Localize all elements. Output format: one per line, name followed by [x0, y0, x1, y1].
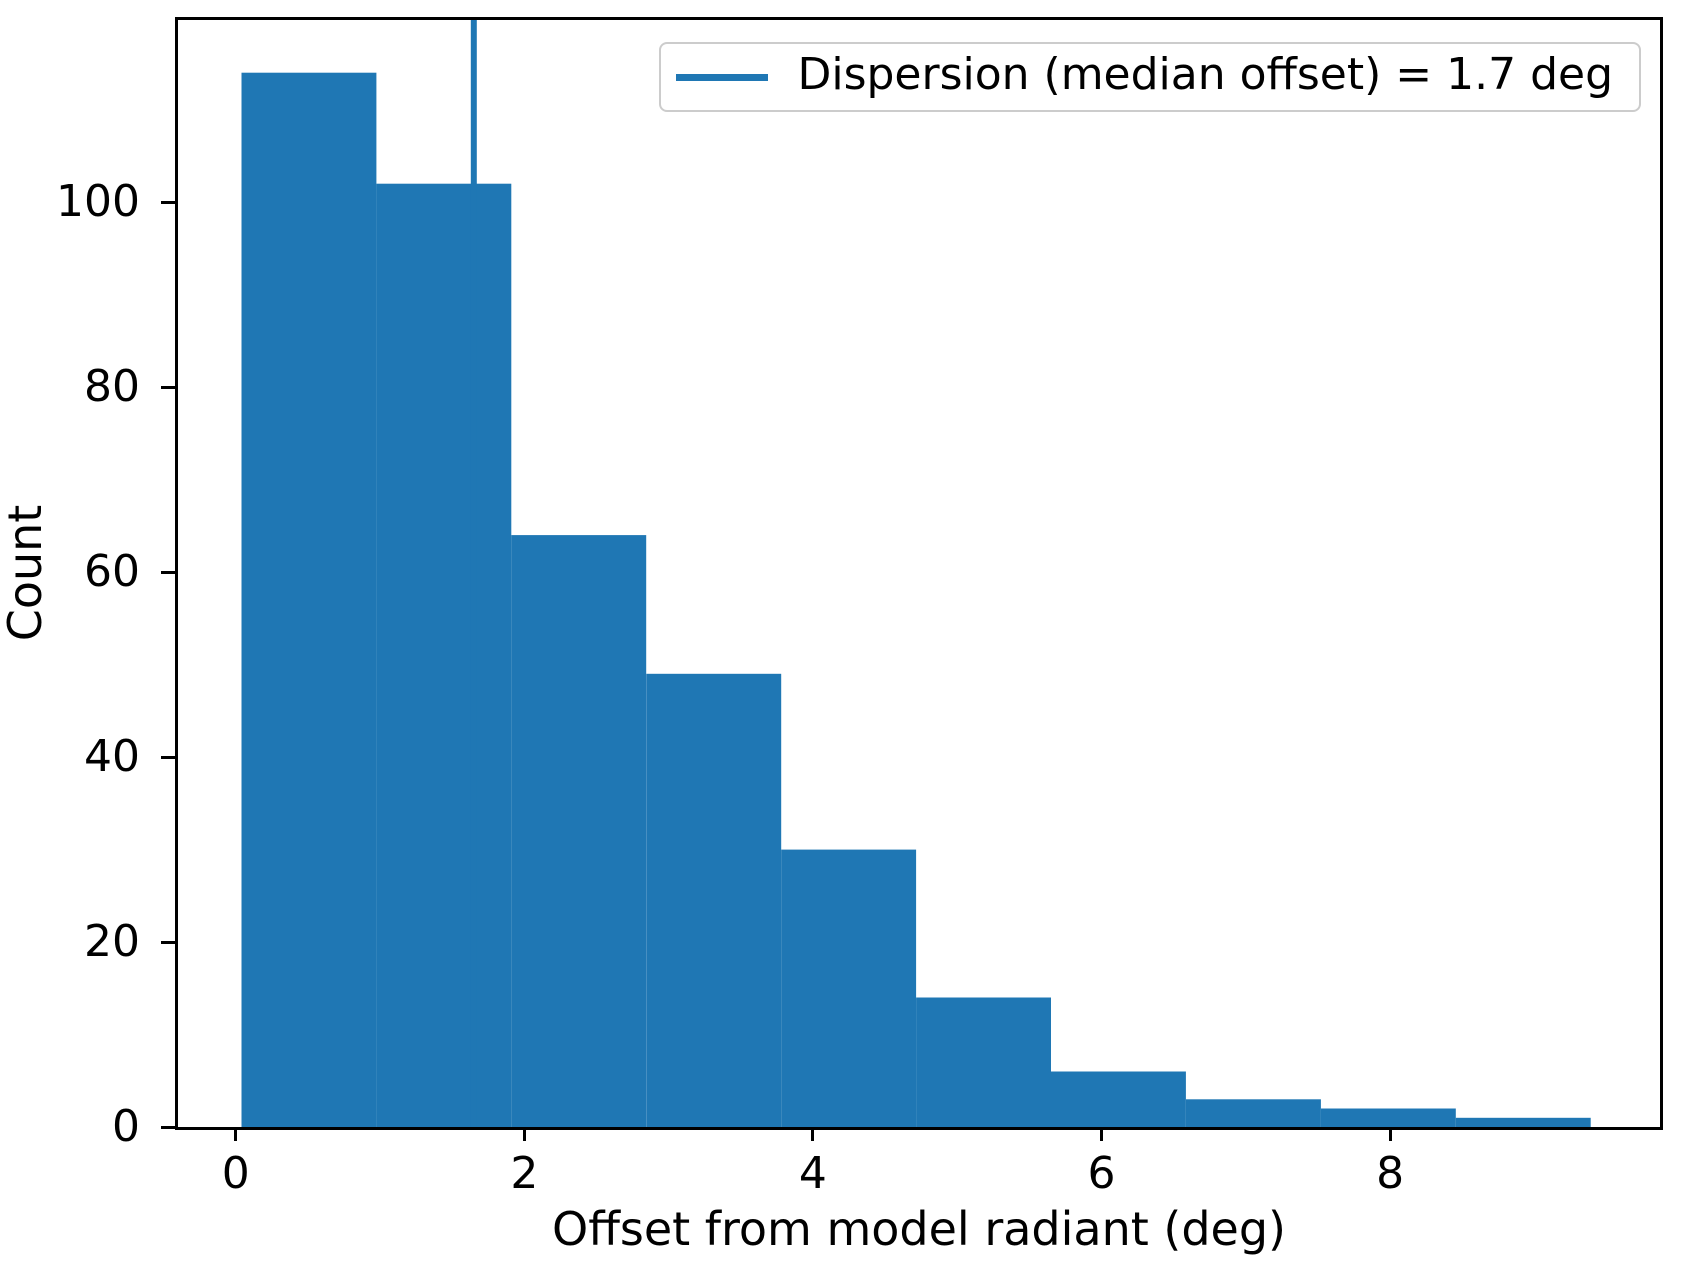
y-tick-mark — [161, 200, 175, 204]
x-tick-label: 2 — [510, 1148, 539, 1199]
x-axis-label: Offset from model radiant (deg) — [551, 1202, 1287, 1256]
histogram-bar — [241, 72, 377, 1127]
histogram-bar — [916, 997, 1051, 1127]
x-tick-mark — [811, 1127, 815, 1141]
x-tick-mark — [522, 1127, 526, 1141]
plot-area: Dispersion (median offset) = 1.7 deg — [175, 17, 1663, 1130]
y-tick-label: 60 — [84, 546, 140, 598]
x-tick-label: 0 — [221, 1148, 250, 1199]
y-tick-label: 0 — [112, 1101, 140, 1152]
x-tick-mark — [1100, 1127, 1104, 1141]
y-tick-label: 20 — [84, 916, 140, 968]
x-tick-label: 8 — [1376, 1148, 1405, 1199]
histogram-bar — [1051, 1071, 1186, 1127]
x-tick-mark — [1388, 1127, 1392, 1141]
y-tick-mark — [161, 940, 175, 944]
histogram-svg — [241, 20, 1591, 1127]
histogram-bar — [1186, 1099, 1321, 1127]
legend: Dispersion (median offset) = 1.7 deg — [659, 42, 1641, 112]
histogram-bar — [646, 673, 782, 1127]
legend-label: Dispersion (median offset) = 1.7 deg — [797, 49, 1613, 100]
histogram-bar — [511, 535, 647, 1127]
legend-line-sample-icon — [676, 73, 769, 81]
histogram-bar — [781, 849, 917, 1127]
histogram-bar — [1455, 1117, 1591, 1127]
median-offset-line — [470, 20, 477, 1127]
y-tick-label: 80 — [84, 361, 140, 413]
y-tick-label: 100 — [56, 176, 140, 228]
y-tick-mark — [161, 570, 175, 574]
y-tick-mark — [161, 385, 175, 389]
histogram-bar — [376, 183, 512, 1127]
y-tick-mark — [161, 755, 175, 759]
x-tick-label: 4 — [798, 1148, 827, 1199]
y-tick-label: 40 — [84, 731, 140, 783]
y-tick-mark — [161, 1125, 175, 1129]
histogram-bar — [1320, 1108, 1456, 1127]
x-tick-mark — [234, 1127, 238, 1141]
x-tick-label: 6 — [1087, 1148, 1116, 1199]
